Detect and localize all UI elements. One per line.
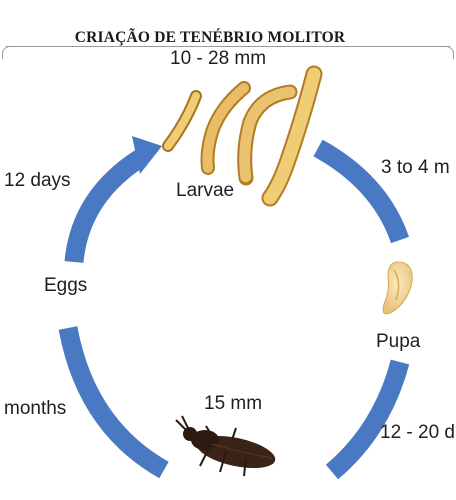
arc-pupa-to-beetle xyxy=(325,359,410,480)
beetle-to-eggs-duration: months xyxy=(4,398,67,419)
pupa-label: Pupa xyxy=(376,331,421,352)
frame-corner-right xyxy=(445,46,454,59)
arc-eggs-to-larvae xyxy=(64,148,148,264)
beetle-size-label: 15 mm xyxy=(204,393,263,414)
frame-top-line xyxy=(6,46,450,47)
arrowhead-to-larvae xyxy=(132,136,162,174)
arc-beetle-to-eggs xyxy=(58,326,169,479)
mealworm-larva-icon xyxy=(162,65,323,207)
eggs-to-larvae-duration: 12 days xyxy=(4,170,71,191)
larvae-size-label: 10 - 28 mm xyxy=(170,48,267,69)
larvae-label: Larvae xyxy=(176,180,235,201)
eggs-label: Eggs xyxy=(44,275,88,296)
larvae-to-pupa-duration: 3 to 4 m xyxy=(381,157,450,178)
arc-larvae-to-pupa xyxy=(313,139,409,244)
cycle-arrow-icon xyxy=(58,136,410,480)
page-title: CRIAÇÃO DE TENÉBRIO MOLITOR xyxy=(74,29,346,46)
pupa-to-beetle-duration: 12 - 20 d xyxy=(380,422,455,443)
darkling-beetle-icon xyxy=(175,415,276,477)
pupa-icon xyxy=(382,261,413,315)
